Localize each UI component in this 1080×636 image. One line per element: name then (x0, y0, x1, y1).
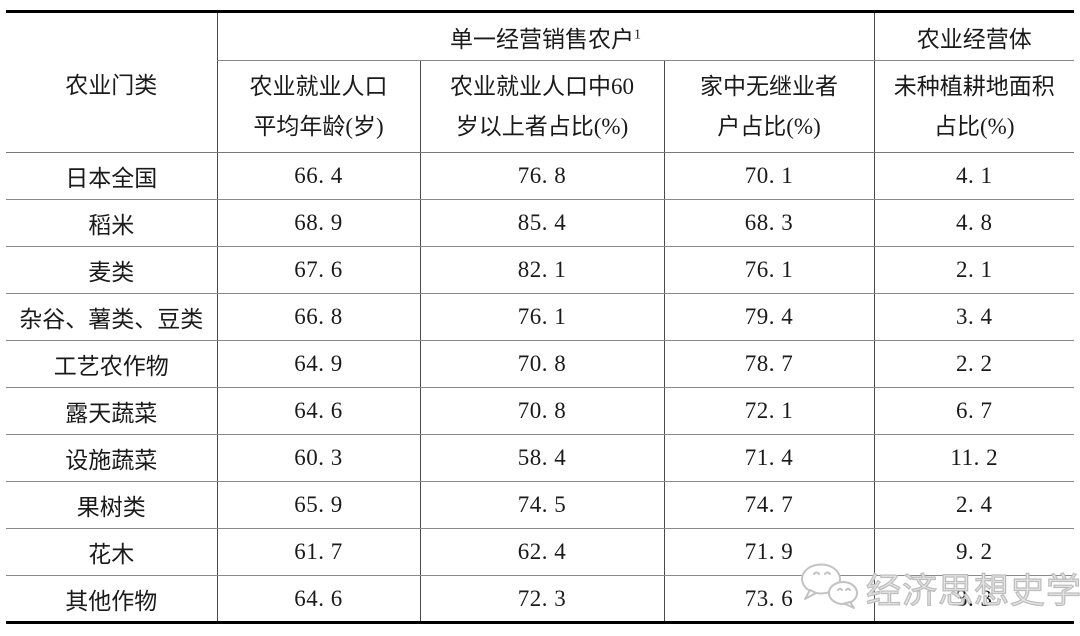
sub-header-over60-line1: 农业就业人口中60 (450, 73, 634, 99)
group-header-agri-entity: 农业经营体 (873, 11, 1074, 61)
group-header-row: 农业门类 单一经营销售农户1 农业经营体 (6, 11, 1074, 153)
table-row: 其他作物 64. 6 72. 3 73. 6 3. 3 (6, 575, 1074, 623)
sub-header-uncultivated: 未种植耕地面积 占比(%) (873, 60, 1074, 153)
cell-value: 76. 1 (663, 246, 874, 294)
sub-header-avg-age-line2: 平均年龄(岁) (253, 113, 384, 139)
cell-value: 71. 9 (663, 528, 874, 576)
cell-value: 64. 9 (216, 340, 420, 388)
row-label: 其他作物 (65, 588, 158, 614)
corner-header-label: 农业门类 (65, 72, 158, 98)
corner-header: 农业门类 (6, 11, 217, 153)
cell-value: 3. 3 (873, 575, 1074, 623)
cell-value: 11. 2 (873, 434, 1074, 482)
cell-value: 78. 7 (663, 340, 874, 388)
sub-header-no-successor-line1: 家中无继业者 (700, 73, 838, 99)
cell-value: 74. 5 (419, 481, 664, 529)
cell-value: 3. 4 (873, 293, 1074, 341)
table-row: 日本全国 66. 4 76. 8 70. 1 4. 1 (6, 152, 1074, 200)
row-label: 日本全国 (6, 152, 217, 200)
cell-value: 66. 8 (216, 293, 420, 341)
cell-value: 70. 8 (419, 387, 664, 435)
sub-header-over60-line2: 岁以上者占比(%) (455, 113, 629, 139)
cell-value: 2. 4 (873, 481, 1074, 529)
cell-value: 65. 9 (216, 481, 420, 529)
cell-value: 73. 6 (663, 575, 874, 623)
row-label: 稻米 (6, 199, 217, 247)
cell-value: 71. 4 (663, 434, 874, 482)
cell-value: 79. 4 (663, 293, 874, 341)
sub-header-over60: 农业就业人口中60 岁以上者占比(%) (419, 60, 664, 153)
sub-header-no-successor-line2: 户占比(%) (717, 113, 821, 139)
cell-value: 72. 1 (663, 387, 874, 435)
cell-value: 62. 4 (419, 528, 664, 576)
cell-value: 68. 3 (663, 199, 874, 247)
cell-value: 82. 1 (419, 246, 664, 294)
cell-value: 66. 4 (216, 152, 420, 200)
cell-value: 76. 8 (419, 152, 664, 200)
sub-header-uncultivated-line2: 占比(%) (934, 113, 1015, 139)
cell-value: 2. 2 (873, 340, 1074, 388)
row-label: 露天蔬菜 (6, 387, 217, 435)
table-row: 稻米 68. 9 85. 4 68. 3 4. 8 (6, 199, 1074, 247)
sub-header-avg-age: 农业就业人口 平均年龄(岁) (216, 60, 420, 153)
cell-value: 6. 7 (873, 387, 1074, 435)
statistics-table: 农业门类 单一经营销售农户1 农业经营体 农业就业人口 平均年龄(岁) 农业就业… (6, 10, 1074, 624)
cell-value: 61. 7 (216, 528, 420, 576)
cell-value: 85. 4 (419, 199, 664, 247)
cell-value: 68. 9 (216, 199, 420, 247)
cell-value: 76. 1 (419, 293, 664, 341)
table-row: 果树类 65. 9 74. 5 74. 7 2. 4 (6, 481, 1074, 529)
group-header-agri-entity-label: 农业经营体 (916, 26, 1032, 52)
cell-value: 70. 1 (663, 152, 874, 200)
row-label: 果树类 (6, 481, 217, 529)
table-row: 工艺农作物 64. 9 70. 8 78. 7 2. 2 (6, 340, 1074, 388)
sub-header-uncultivated-line1: 未种植耕地面积 (893, 73, 1055, 99)
cell-value: 4. 1 (873, 152, 1074, 200)
group-header-single-farm-label: 单一经营销售农户 (450, 26, 634, 52)
cell-value: 4. 8 (873, 199, 1074, 247)
cell-value: 58. 4 (419, 434, 664, 482)
row-label: 工艺农作物 (6, 340, 217, 388)
cell-value: 2. 1 (873, 246, 1074, 294)
row-label: 花木 (6, 528, 217, 576)
cell-value: 64. 6 (216, 387, 420, 435)
table-row: 设施蔬菜 60. 3 58. 4 71. 4 11. 2 (6, 434, 1074, 482)
row-label: 杂谷、薯类、豆类 (6, 293, 217, 341)
sub-header-avg-age-line1: 农业就业人口 (249, 73, 388, 99)
cell-value: 64. 6 (216, 575, 420, 623)
footnote-superscript: 1 (634, 26, 641, 42)
row-label: 设施蔬菜 (6, 434, 217, 482)
table-row: 杂谷、薯类、豆类 66. 8 76. 1 79. 4 3. 4 (6, 293, 1074, 341)
sub-header-no-successor: 家中无继业者 户占比(%) (663, 60, 874, 153)
row-label: 麦类 (6, 246, 217, 294)
group-header-single-farm: 单一经营销售农户1 (216, 11, 874, 61)
table-row: 花木 61. 7 62. 4 71. 9 9. 2 (6, 528, 1074, 576)
sub-header-row: 农业就业人口 平均年龄(岁) 农业就业人口中60 岁以上者占比(%) 家中无继业… (6, 60, 1074, 153)
cell-value: 72. 3 (419, 575, 664, 623)
cell-value: 9. 2 (873, 528, 1074, 576)
table-row: 麦类 67. 6 82. 1 76. 1 2. 1 (6, 246, 1074, 294)
cell-value: 70. 8 (419, 340, 664, 388)
cell-value: 74. 7 (663, 481, 874, 529)
cell-value: 60. 3 (216, 434, 420, 482)
cell-value: 67. 6 (216, 246, 420, 294)
table-row: 露天蔬菜 64. 6 70. 8 72. 1 6. 7 (6, 387, 1074, 435)
